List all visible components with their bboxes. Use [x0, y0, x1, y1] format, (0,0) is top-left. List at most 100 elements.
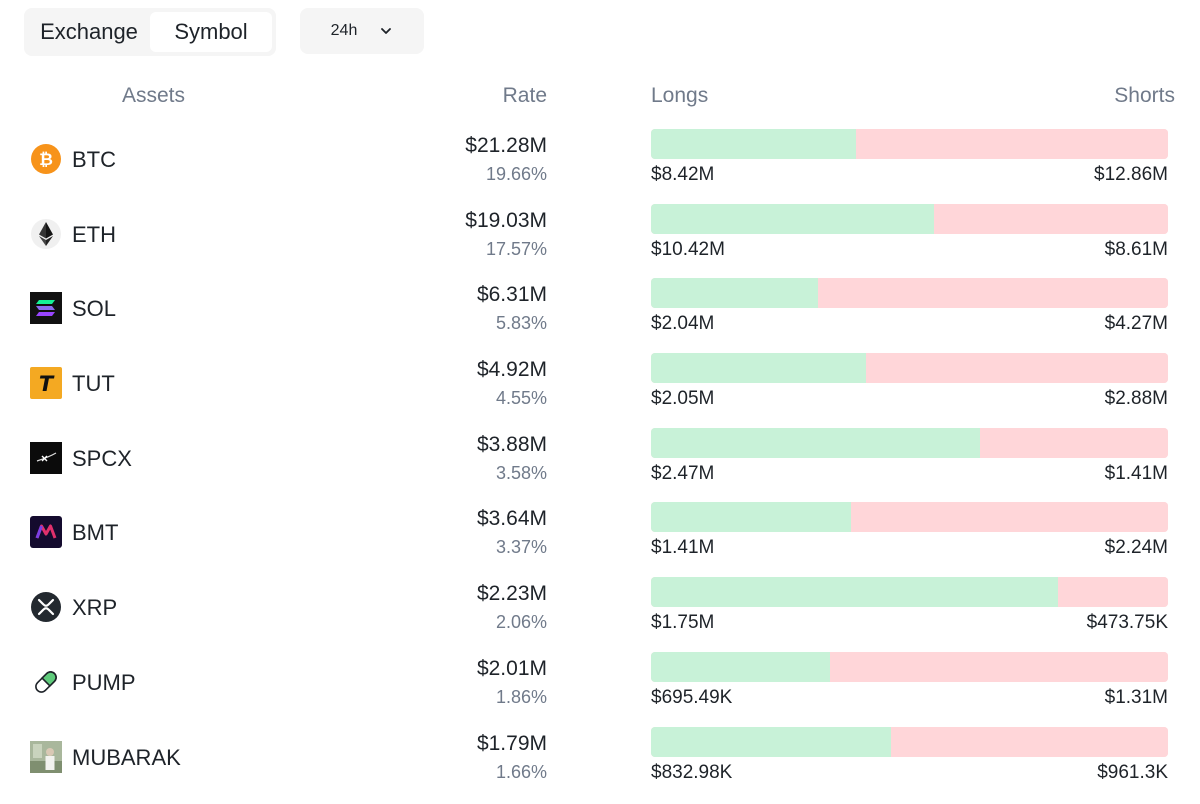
long-short-ratio-bar	[651, 502, 1168, 533]
pill-icon	[30, 666, 62, 698]
rate-percent: 2.06%	[495, 612, 547, 633]
asset-symbol: TUT	[72, 371, 115, 397]
rate-value: $2.01M	[476, 656, 547, 680]
short-bar-segment	[851, 502, 1168, 533]
table-row[interactable]: BMT $3.64M 3.37% $1.41M $2.24M	[0, 495, 1200, 570]
shorts-value: $2.88M	[1104, 388, 1168, 410]
shorts-value: $12.86M	[1094, 164, 1168, 185]
shorts-value: $8.61M	[1104, 238, 1168, 260]
longs-value: $2.04M	[651, 313, 715, 335]
long-short-ratio-bar	[651, 353, 1168, 384]
long-short-ratio-bar	[651, 129, 1168, 159]
ethereum-icon	[30, 218, 62, 250]
table-row[interactable]: ₿ BTC $21.28M 19.66% $8.42M $12.86M	[0, 122, 1200, 197]
longs-value: $2.47M	[651, 462, 715, 484]
tab-symbol[interactable]: Symbol	[150, 12, 272, 52]
column-header-assets[interactable]: Assets	[122, 84, 186, 107]
long-bar-segment	[651, 577, 1058, 608]
rate-value: $3.88M	[476, 432, 547, 456]
rate-value: $3.64M	[476, 507, 547, 531]
svg-text:₿: ₿	[39, 150, 53, 170]
asset-symbol: BMT	[72, 520, 119, 546]
shorts-value: $961.3K	[1097, 761, 1168, 783]
bitcoin-icon: ₿	[30, 143, 62, 175]
short-bar-segment	[891, 726, 1168, 757]
shorts-value: $1.41M	[1104, 462, 1168, 484]
table-row[interactable]: ETH $19.03M 17.57% $10.42M $8.61M	[0, 197, 1200, 272]
long-short-ratio-bar	[651, 427, 1168, 458]
rate-percent: 19.66%	[485, 164, 547, 184]
asset-symbol: SPCX	[72, 445, 132, 471]
svg-text:T: T	[39, 372, 55, 396]
asset-symbol: ETH	[72, 221, 116, 247]
short-bar-segment	[980, 427, 1168, 458]
view-toggle: Exchange Symbol	[24, 8, 276, 56]
asset-symbol: BTC	[72, 147, 116, 172]
bmt-icon	[30, 516, 62, 549]
rate-percent: 4.55%	[495, 388, 547, 409]
table-row[interactable]: MUBARAK $1.79M 1.66% $832.98K $961.3K	[0, 720, 1200, 795]
rate-percent: 1.86%	[495, 686, 547, 707]
rate-value: $6.31M	[476, 283, 547, 307]
table-row[interactable]: SPCX $3.88M 3.58% $2.47M $1.41M	[0, 421, 1200, 496]
table-row[interactable]: T TUT $4.92M 4.55% $2.05M $2.88M	[0, 346, 1200, 421]
long-short-ratio-bar	[651, 726, 1168, 757]
long-bar-segment	[651, 353, 866, 384]
shorts-value: $2.24M	[1104, 537, 1168, 559]
rate-value: $21.28M	[465, 134, 547, 157]
table-row[interactable]: PUMP $2.01M 1.86% $695.49K $1.31M	[0, 645, 1200, 720]
column-header-shorts[interactable]: Shorts	[1114, 84, 1175, 107]
table-row[interactable]: SOL $6.31M 5.83% $2.04M $4.27M	[0, 271, 1200, 346]
asset-symbol: SOL	[72, 296, 117, 322]
shorts-value: $4.27M	[1104, 313, 1168, 335]
column-header-longs[interactable]: Longs	[651, 84, 709, 107]
longs-value: $2.05M	[651, 388, 715, 410]
rate-value: $19.03M	[465, 208, 547, 232]
mubarak-icon	[30, 740, 62, 773]
asset-symbol: PUMP	[72, 669, 136, 695]
longs-value: $695.49K	[651, 686, 733, 708]
solana-icon	[30, 292, 62, 325]
assets-table-body: ₿ BTC $21.28M 19.66% $8.42M $12.86M ETH $19.03M…	[0, 122, 1200, 794]
timeframe-select[interactable]: 24h	[300, 8, 424, 54]
longs-value: $10.42M	[651, 238, 725, 260]
long-short-ratio-bar	[651, 651, 1168, 682]
long-short-ratio-bar	[651, 203, 1168, 234]
shorts-value: $1.31M	[1104, 686, 1168, 708]
table-row[interactable]: XRP $2.23M 2.06% $1.75M $473.75K	[0, 570, 1200, 645]
short-bar-segment	[818, 278, 1168, 309]
timeframe-value: 24h	[330, 22, 358, 39]
long-short-ratio-bar	[651, 278, 1168, 309]
long-bar-segment	[651, 651, 830, 682]
tut-icon: T	[30, 367, 62, 400]
longs-value: $1.75M	[651, 612, 715, 634]
rate-value: $2.23M	[476, 582, 547, 606]
long-bar-segment	[651, 502, 851, 533]
longs-value: $832.98K	[651, 761, 733, 783]
short-bar-segment	[856, 129, 1168, 159]
short-bar-segment	[1058, 577, 1168, 608]
tab-exchange[interactable]: Exchange	[40, 19, 138, 44]
rate-percent: 17.57%	[485, 238, 547, 259]
rate-percent: 3.37%	[495, 537, 547, 558]
rate-value: $4.92M	[476, 358, 547, 382]
longs-value: $1.41M	[651, 537, 715, 559]
column-header-rate[interactable]: Rate	[502, 84, 547, 107]
spcx-icon	[30, 441, 62, 474]
rate-percent: 1.66%	[495, 761, 547, 782]
asset-symbol: MUBARAK	[72, 744, 181, 770]
long-bar-segment	[651, 726, 891, 757]
asset-symbol: XRP	[72, 595, 118, 621]
long-bar-segment	[651, 129, 856, 159]
long-bar-segment	[651, 278, 818, 309]
rate-percent: 5.83%	[495, 313, 547, 334]
chevron-down-icon	[381, 28, 392, 34]
longs-value: $8.42M	[651, 164, 715, 185]
long-short-ratio-bar	[651, 577, 1168, 608]
short-bar-segment	[934, 203, 1168, 234]
short-bar-segment	[866, 353, 1168, 384]
long-bar-segment	[651, 427, 980, 458]
shorts-value: $473.75K	[1086, 612, 1168, 634]
short-bar-segment	[830, 651, 1168, 682]
long-bar-segment	[651, 203, 934, 234]
